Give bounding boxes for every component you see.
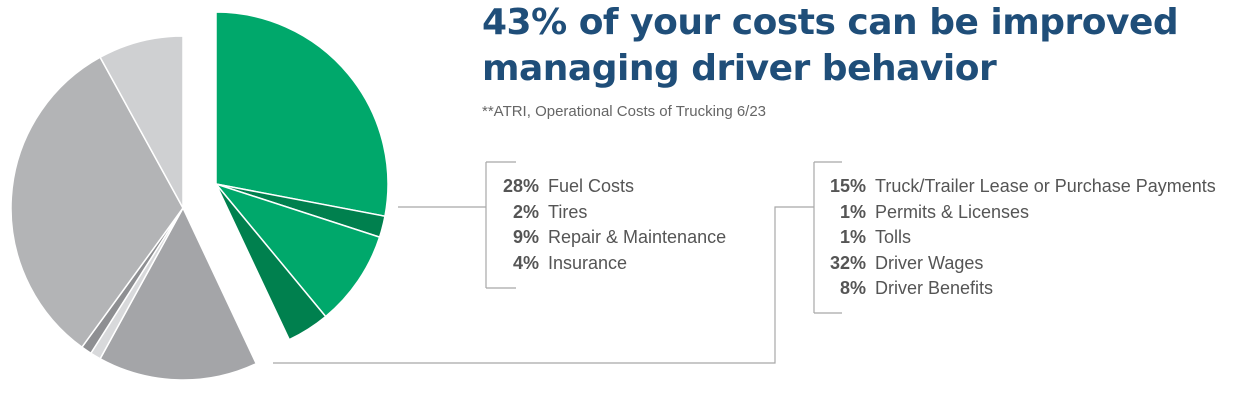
legend-label: Permits & Licenses	[875, 201, 1030, 222]
pie-slice-wages	[10, 56, 184, 348]
pie-slice-insurance	[215, 183, 327, 341]
legend-label: Tolls	[875, 227, 912, 247]
legend-item-lease: 15% Truck/Trailer Lease or Purchase Paym…	[814, 174, 1216, 200]
legend-label: Fuel Costs	[548, 176, 635, 196]
legend-item-benefits: 8% Driver Benefits	[814, 276, 1216, 302]
leader-lines	[273, 161, 842, 364]
legend-label: Repair & Maintenance	[548, 227, 727, 247]
legend-item-wages: 32% Driver Wages	[814, 251, 1216, 277]
legend-item-insurance: 4% Insurance	[486, 251, 726, 277]
legend-item-permits: 1% Permits & Licenses	[814, 200, 1216, 226]
headline-line-1: 43% of your costs can be improved	[482, 2, 1179, 43]
legend-value: 4%	[512, 252, 539, 273]
legend-value: 28%	[502, 176, 539, 196]
legend-value: 15%	[829, 176, 866, 196]
legend-group-behavior: 28% Fuel Costs 2% Tires 9% Repair & Main…	[486, 174, 726, 276]
headline: 43% of your costs can be improved managi…	[482, 0, 1179, 92]
legend-label: Tires	[548, 201, 588, 222]
legend-value: 2%	[512, 201, 539, 222]
legend-label: Insurance	[548, 252, 628, 273]
legend-item-tires: 2% Tires	[486, 200, 726, 226]
pie-slices	[10, 11, 389, 381]
legend-value: 9%	[512, 227, 539, 247]
legend-label: Truck/Trailer Lease or Purchase Payments	[875, 176, 1216, 196]
legend-label: Driver Benefits	[875, 278, 994, 298]
legend-value: 8%	[839, 278, 866, 298]
pie-slice-repair	[215, 183, 381, 318]
legend-item-tolls: 1% Tolls	[814, 225, 1216, 251]
pie-slice-benefits	[99, 35, 184, 209]
legend-value: 1%	[839, 201, 866, 222]
leader-line-group-2	[273, 161, 842, 364]
pie-slice-lease	[99, 207, 257, 381]
leader-line-group-1	[398, 161, 516, 289]
pie-slice-fuel	[215, 11, 389, 217]
legend-value: 32%	[829, 252, 866, 273]
legend-group-other: 15% Truck/Trailer Lease or Purchase Paym…	[814, 174, 1216, 302]
headline-line-2: managing driver behavior	[482, 48, 997, 89]
legend-label: Driver Wages	[875, 252, 984, 273]
legend-item-repair: 9% Repair & Maintenance	[486, 225, 726, 251]
legend-item-fuel: 28% Fuel Costs	[486, 174, 726, 200]
source-note: **ATRI, Operational Costs of Trucking 6/…	[482, 103, 767, 120]
legend-value: 1%	[839, 227, 866, 247]
